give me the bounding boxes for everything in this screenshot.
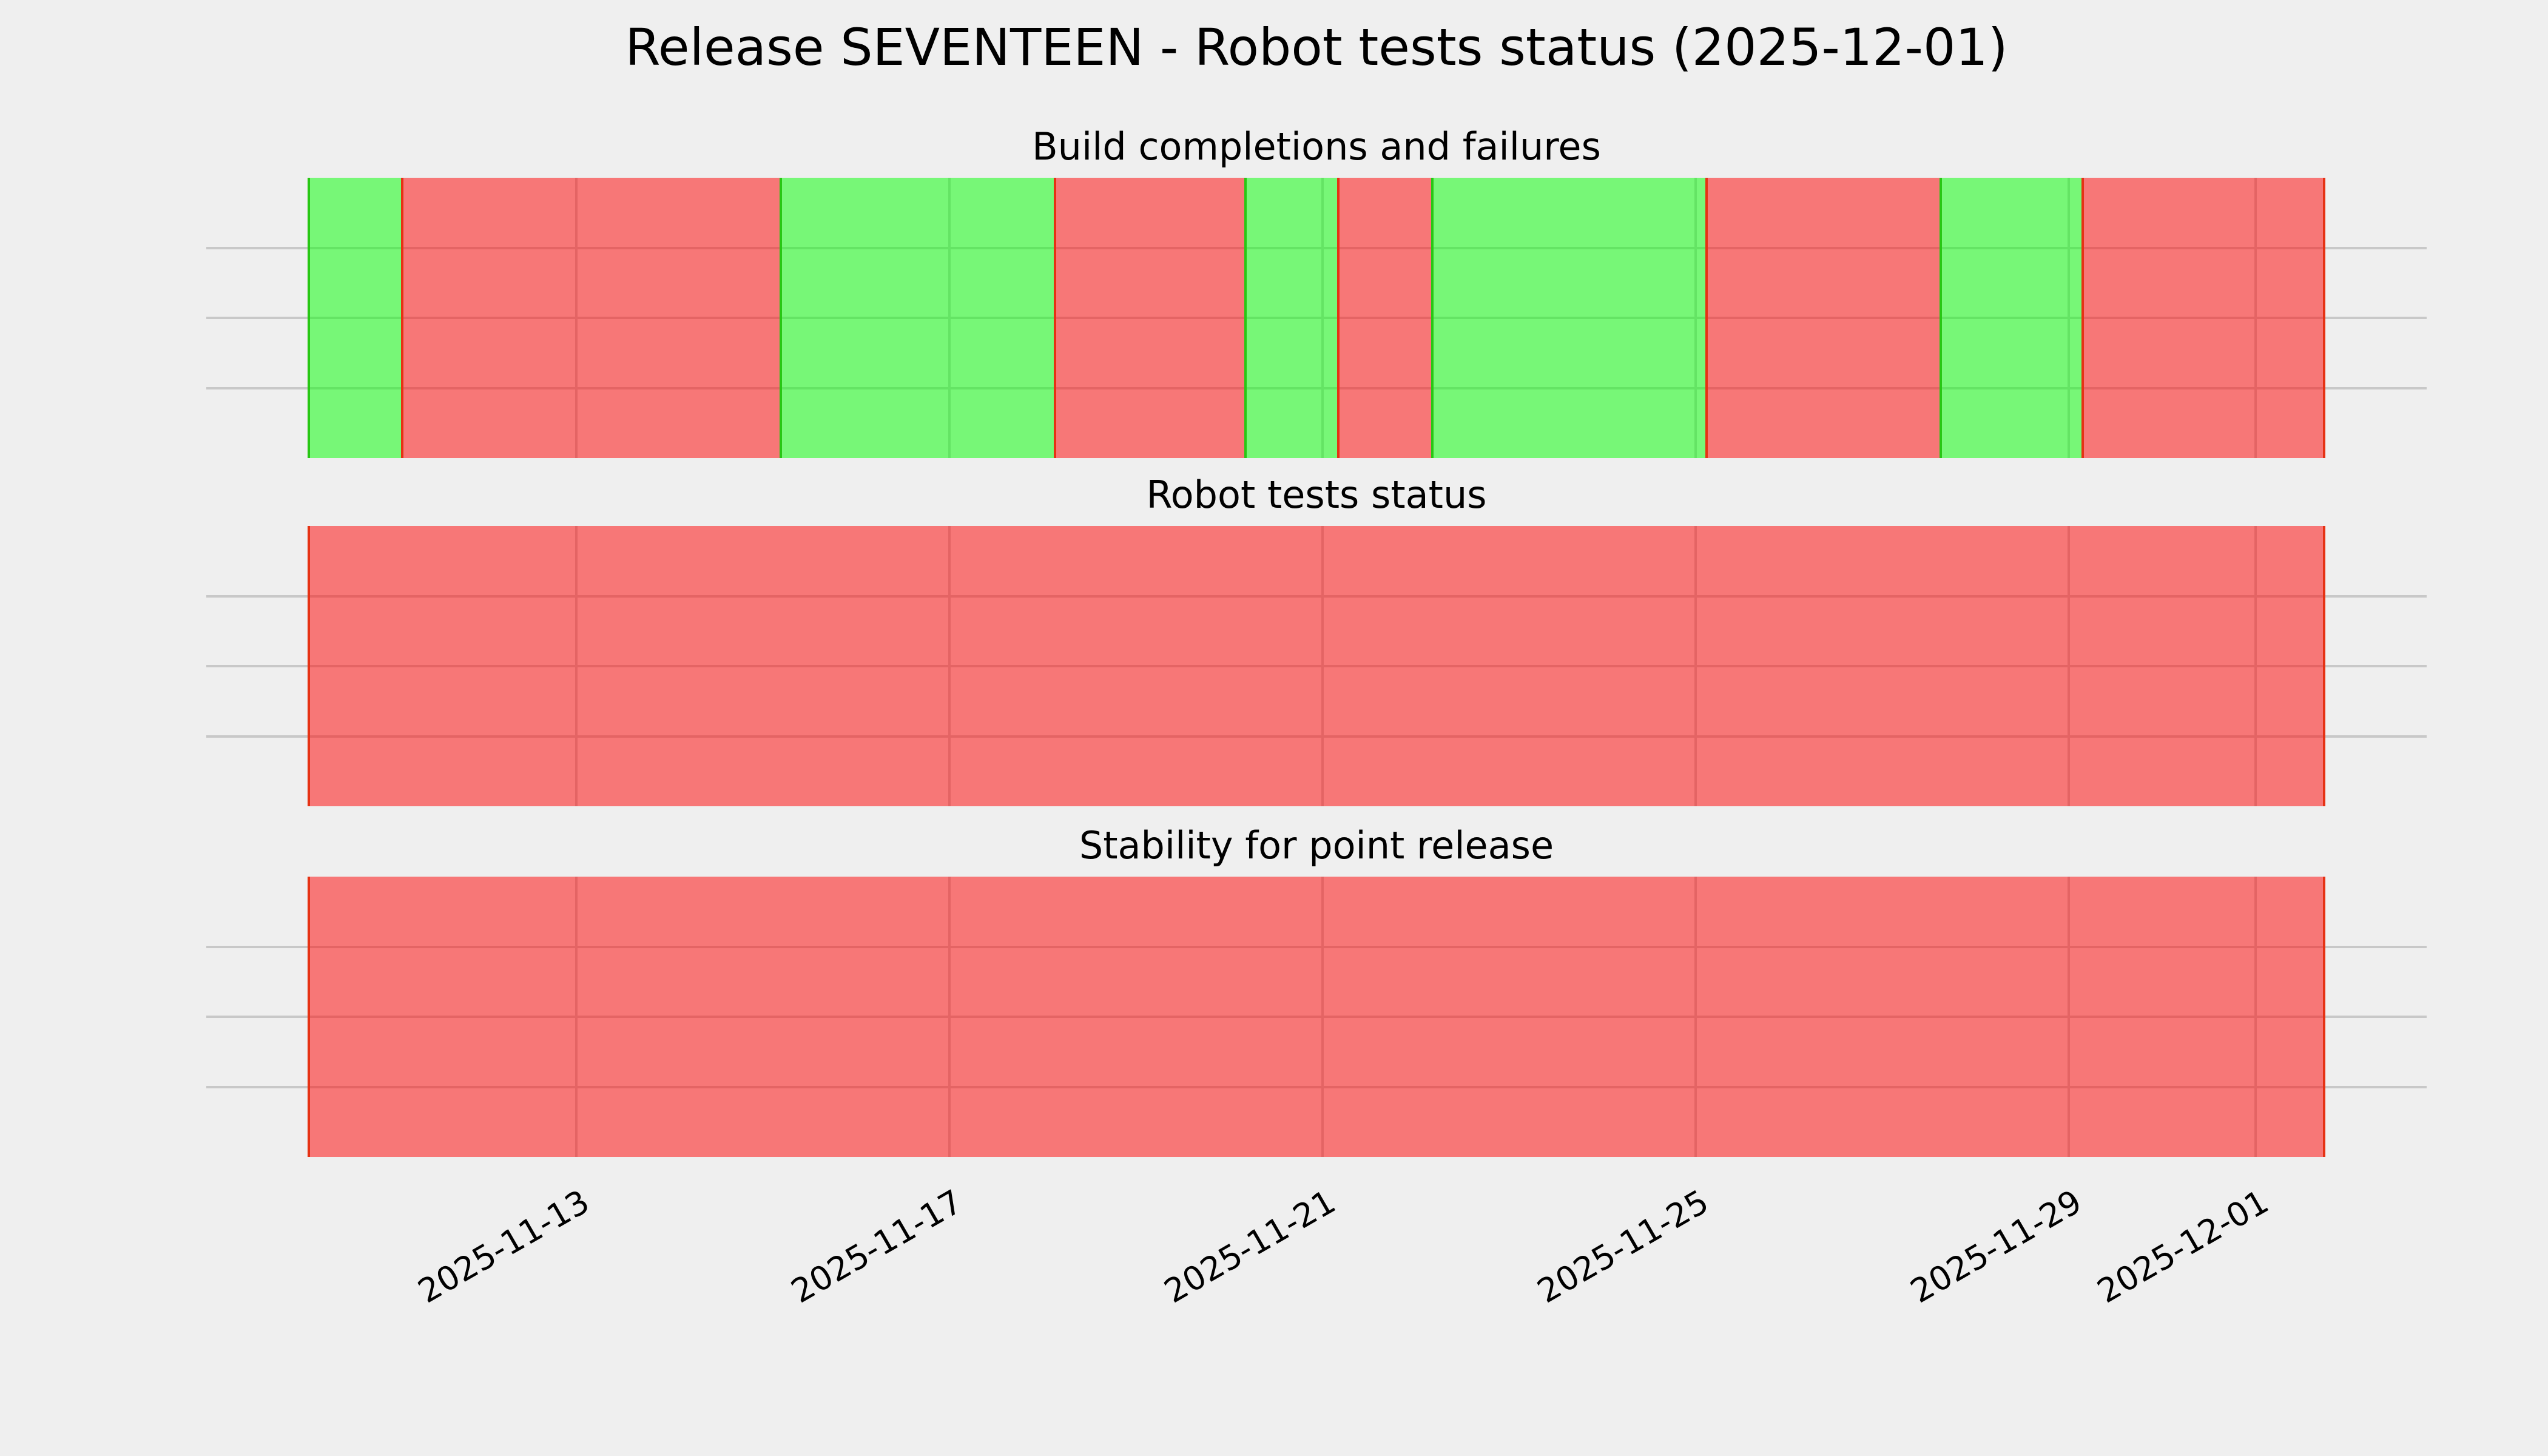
x-tick-label: 2025-12-01 <box>2091 1182 2275 1311</box>
x-tick-label: 2025-11-21 <box>1158 1182 1342 1311</box>
panel-3-axes <box>206 877 2427 1157</box>
panel-2-subtitle: Robot tests status <box>1146 473 1487 517</box>
status-segment-failure <box>1336 178 1432 458</box>
status-segment-success <box>307 178 401 458</box>
status-segment-success <box>1940 178 2081 458</box>
panel-3-subtitle: Stability for point release <box>1079 823 1554 868</box>
status-segment-failure <box>307 877 2326 1157</box>
status-segment-failure <box>400 178 780 458</box>
status-segment-failure <box>1705 178 1940 458</box>
panel-2-axes <box>206 526 2427 806</box>
x-tick-label: 2025-11-25 <box>1531 1182 1715 1311</box>
status-segment-success <box>1244 178 1337 458</box>
chart-title: Release SEVENTEEN - Robot tests status (… <box>625 18 2008 77</box>
panel-1-subtitle: Build completions and failures <box>1032 124 1601 169</box>
x-tick-label: 2025-11-17 <box>784 1182 969 1311</box>
status-bars <box>307 178 2326 458</box>
x-tick-label: 2025-11-13 <box>411 1182 596 1311</box>
status-segment-success <box>779 178 1054 458</box>
panel-1-axes <box>206 178 2427 458</box>
status-segment-failure <box>1054 178 1244 458</box>
status-bars <box>307 877 2326 1157</box>
status-bars <box>307 526 2326 806</box>
status-segment-failure <box>307 526 2326 806</box>
status-segment-success <box>1431 178 1705 458</box>
status-segment-failure <box>2081 178 2326 458</box>
x-tick-label: 2025-11-29 <box>1904 1182 2088 1311</box>
